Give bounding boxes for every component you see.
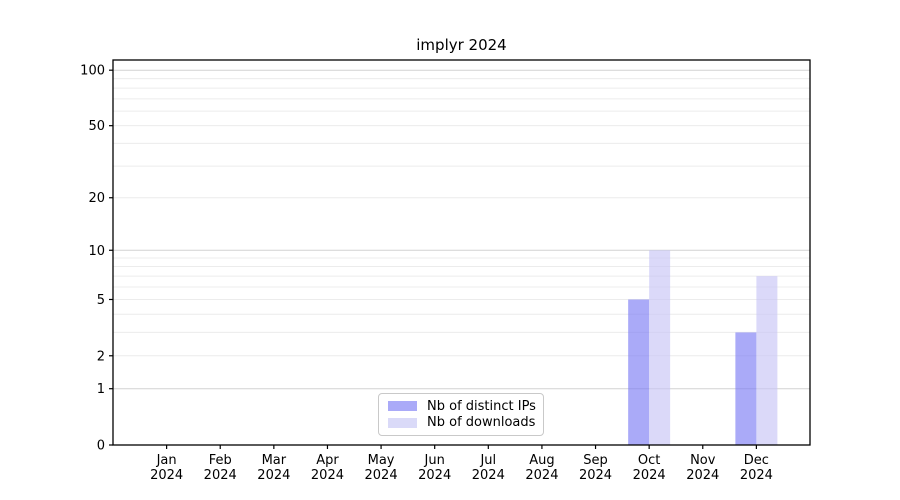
bar-downloads[interactable] xyxy=(649,250,671,445)
x-tick-label-month: Jun xyxy=(424,453,445,468)
bar-distinct-ips[interactable] xyxy=(628,299,650,445)
legend: Nb of distinct IPs Nb of downloads xyxy=(378,393,544,436)
x-tick-label-year: 2024 xyxy=(418,468,451,483)
x-tick-label-month: Dec xyxy=(744,453,769,468)
legend-item-distinct-ips: Nb of distinct IPs xyxy=(388,398,536,415)
x-tick-label-month: Mar xyxy=(262,453,287,468)
x-tick-label-month: May xyxy=(368,453,395,468)
legend-swatch-downloads xyxy=(388,417,417,428)
legend-item-downloads: Nb of downloads xyxy=(388,415,536,432)
x-tick-label-year: 2024 xyxy=(525,468,558,483)
x-tick-label-year: 2024 xyxy=(365,468,398,483)
chart-title: implyr 2024 xyxy=(416,36,507,54)
x-tick-label-year: 2024 xyxy=(150,468,183,483)
y-tick-label: 50 xyxy=(88,119,105,134)
legend-label-downloads: Nb of downloads xyxy=(427,415,536,431)
x-tick-label-year: 2024 xyxy=(633,468,666,483)
x-tick-label-month: Jan xyxy=(156,453,177,468)
x-tick-label-year: 2024 xyxy=(740,468,773,483)
x-tick-label-year: 2024 xyxy=(311,468,344,483)
plot-frame xyxy=(112,59,811,446)
x-tick-label-month: Oct xyxy=(638,453,660,468)
bar-distinct-ips[interactable] xyxy=(735,332,757,445)
x-tick-label-year: 2024 xyxy=(686,468,719,483)
x-tick-label-month: Aug xyxy=(529,453,554,468)
x-tick-label-year: 2024 xyxy=(579,468,612,483)
x-tick-label-month: Sep xyxy=(583,453,608,468)
y-tick-label: 100 xyxy=(80,64,105,79)
legend-label-distinct-ips: Nb of distinct IPs xyxy=(427,398,536,414)
y-tick-label: 5 xyxy=(97,293,105,308)
x-tick-label-month: Jul xyxy=(479,453,496,468)
x-tick-label-year: 2024 xyxy=(204,468,237,483)
bar-downloads[interactable] xyxy=(756,276,778,445)
y-tick-label: 10 xyxy=(88,244,105,259)
y-tick-label: 1 xyxy=(97,382,105,397)
y-tick-label: 2 xyxy=(97,349,105,364)
y-tick-label: 0 xyxy=(97,439,105,454)
legend-swatch-distinct-ips xyxy=(388,401,417,412)
x-tick-label-month: Apr xyxy=(316,453,339,468)
x-tick-label-year: 2024 xyxy=(257,468,290,483)
x-tick-label-month: Nov xyxy=(690,453,716,468)
y-tick-label: 20 xyxy=(88,191,105,206)
x-tick-label-month: Feb xyxy=(209,453,232,468)
x-tick-label-year: 2024 xyxy=(472,468,505,483)
